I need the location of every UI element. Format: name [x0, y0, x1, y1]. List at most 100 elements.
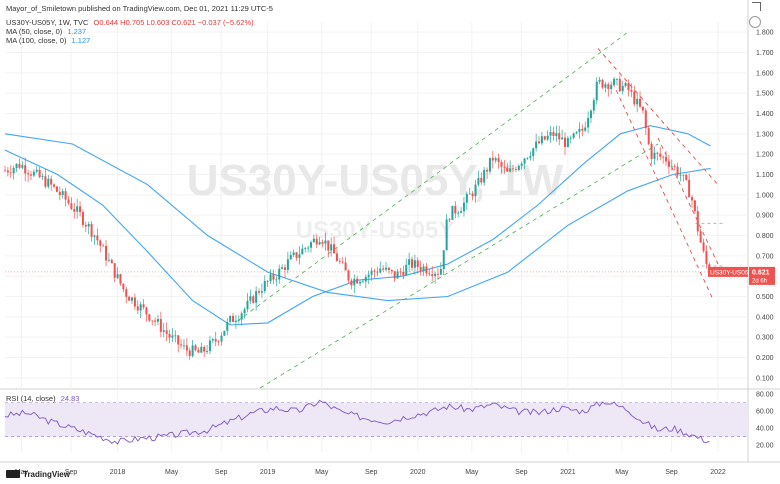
candle-body [448, 219, 451, 221]
candle-body [266, 281, 269, 282]
rsi-value: 24.83 [60, 394, 80, 403]
candle-body [116, 274, 119, 278]
y-tick-label: 1.700 [756, 50, 774, 57]
candle-body [281, 267, 284, 269]
candle-body [330, 244, 333, 251]
candle-body [29, 174, 32, 176]
ma100-legend[interactable]: MA (100, close, 0) 1.127 [6, 36, 90, 45]
candle-body [382, 268, 385, 270]
candle-body [595, 81, 598, 101]
candle-body [318, 242, 321, 245]
candle-body [592, 100, 595, 111]
candle-body [509, 168, 512, 172]
candle-body [465, 194, 468, 203]
candle-body [410, 259, 414, 268]
x-tick-label: 2022 [710, 469, 726, 476]
candle-body [258, 291, 261, 293]
candle-body [335, 253, 338, 261]
candle-body [32, 171, 35, 176]
candle-body [696, 211, 699, 232]
candle-body [292, 252, 295, 255]
candle-body [561, 137, 564, 140]
candle-body [699, 231, 702, 243]
x-tick-label: May [15, 469, 29, 476]
candle-body [275, 279, 278, 281]
candle-body [431, 274, 434, 276]
candle-body [621, 86, 624, 92]
candle-body [286, 259, 289, 270]
candle-body [598, 79, 601, 82]
candle-body [607, 84, 610, 90]
candle-body [93, 235, 96, 237]
candle-body [156, 319, 159, 322]
candles [3, 75, 711, 360]
candle-body [315, 238, 318, 245]
candle-body [705, 250, 708, 265]
candle-body [168, 333, 171, 338]
candle-body [569, 137, 572, 139]
candle-body [636, 98, 639, 105]
candle-body [217, 341, 220, 343]
candle-body [520, 163, 523, 166]
price-axis[interactable]: 1.800 1.700 1.600 1.500 1.400 1.300 1.200 1.100… [756, 30, 774, 383]
candle-body [136, 306, 139, 311]
expand-icon[interactable] [752, 2, 761, 11]
tradingview-logo-mark [6, 470, 20, 478]
symbol-line[interactable]: US30Y-US05Y, 1W, TVC O0.644 H0.705 L0.60… [6, 18, 254, 27]
candle-body [399, 271, 402, 273]
ma50-legend[interactable]: MA (50, close, 0) 1.237 [6, 27, 86, 36]
candle-body [84, 224, 87, 227]
candle-body [641, 106, 644, 111]
candle-body [76, 206, 79, 212]
channel-line [597, 48, 719, 185]
candle-body [385, 267, 388, 270]
y-tick-label: 1.000 [756, 192, 774, 199]
candle-body [327, 240, 330, 251]
price-tag-value-bg [749, 266, 775, 285]
candle-body [422, 266, 425, 271]
candle-body [151, 320, 154, 322]
candle-body [633, 91, 636, 105]
settings-icon[interactable] [749, 16, 761, 28]
candle-body [503, 166, 506, 168]
candle-body [529, 156, 532, 158]
candle-body [483, 169, 486, 183]
candle-body [102, 245, 105, 247]
candle-body [413, 260, 416, 268]
candle-body [232, 316, 235, 322]
candle-body [462, 202, 465, 212]
ma100-path [4, 133, 711, 302]
candle-body [367, 274, 370, 277]
y-tick-label: 1.600 [756, 70, 774, 77]
candle-body [87, 224, 90, 227]
candle-body [214, 339, 217, 342]
candle-body [693, 200, 696, 212]
candle-body [549, 131, 552, 136]
candle-body [653, 152, 656, 159]
tradingview-logo: TradingView [6, 470, 70, 479]
candle-body [665, 156, 668, 162]
candle-body [191, 345, 194, 357]
time-axis[interactable]: May Sep 2018 May Sep 2019 May Sep 2020 May Sep 2021… [15, 469, 726, 476]
candle-body [182, 345, 185, 347]
candle-body [353, 278, 356, 286]
rsi-legend[interactable]: RSI (14, close) 24.83 [6, 394, 79, 403]
candle-body [38, 169, 41, 178]
rsi-label: RSI (14, close) [6, 394, 56, 403]
candle-body [237, 319, 240, 321]
candle-body [543, 136, 546, 140]
candle-body [6, 170, 9, 173]
candle-body [497, 158, 500, 163]
y-tick-label: 0.300 [756, 335, 774, 342]
candle-body [627, 83, 630, 90]
candle-body [263, 281, 266, 292]
candle-body [589, 110, 592, 119]
candle-body [552, 131, 555, 136]
y-tick-label: 1.200 [756, 152, 774, 159]
symbol-label: US30Y-US05Y, 1W, TVC [6, 18, 89, 27]
candle-body [226, 321, 229, 331]
candle-body [679, 174, 682, 176]
candle-body [532, 148, 535, 157]
candle-body [359, 281, 362, 284]
